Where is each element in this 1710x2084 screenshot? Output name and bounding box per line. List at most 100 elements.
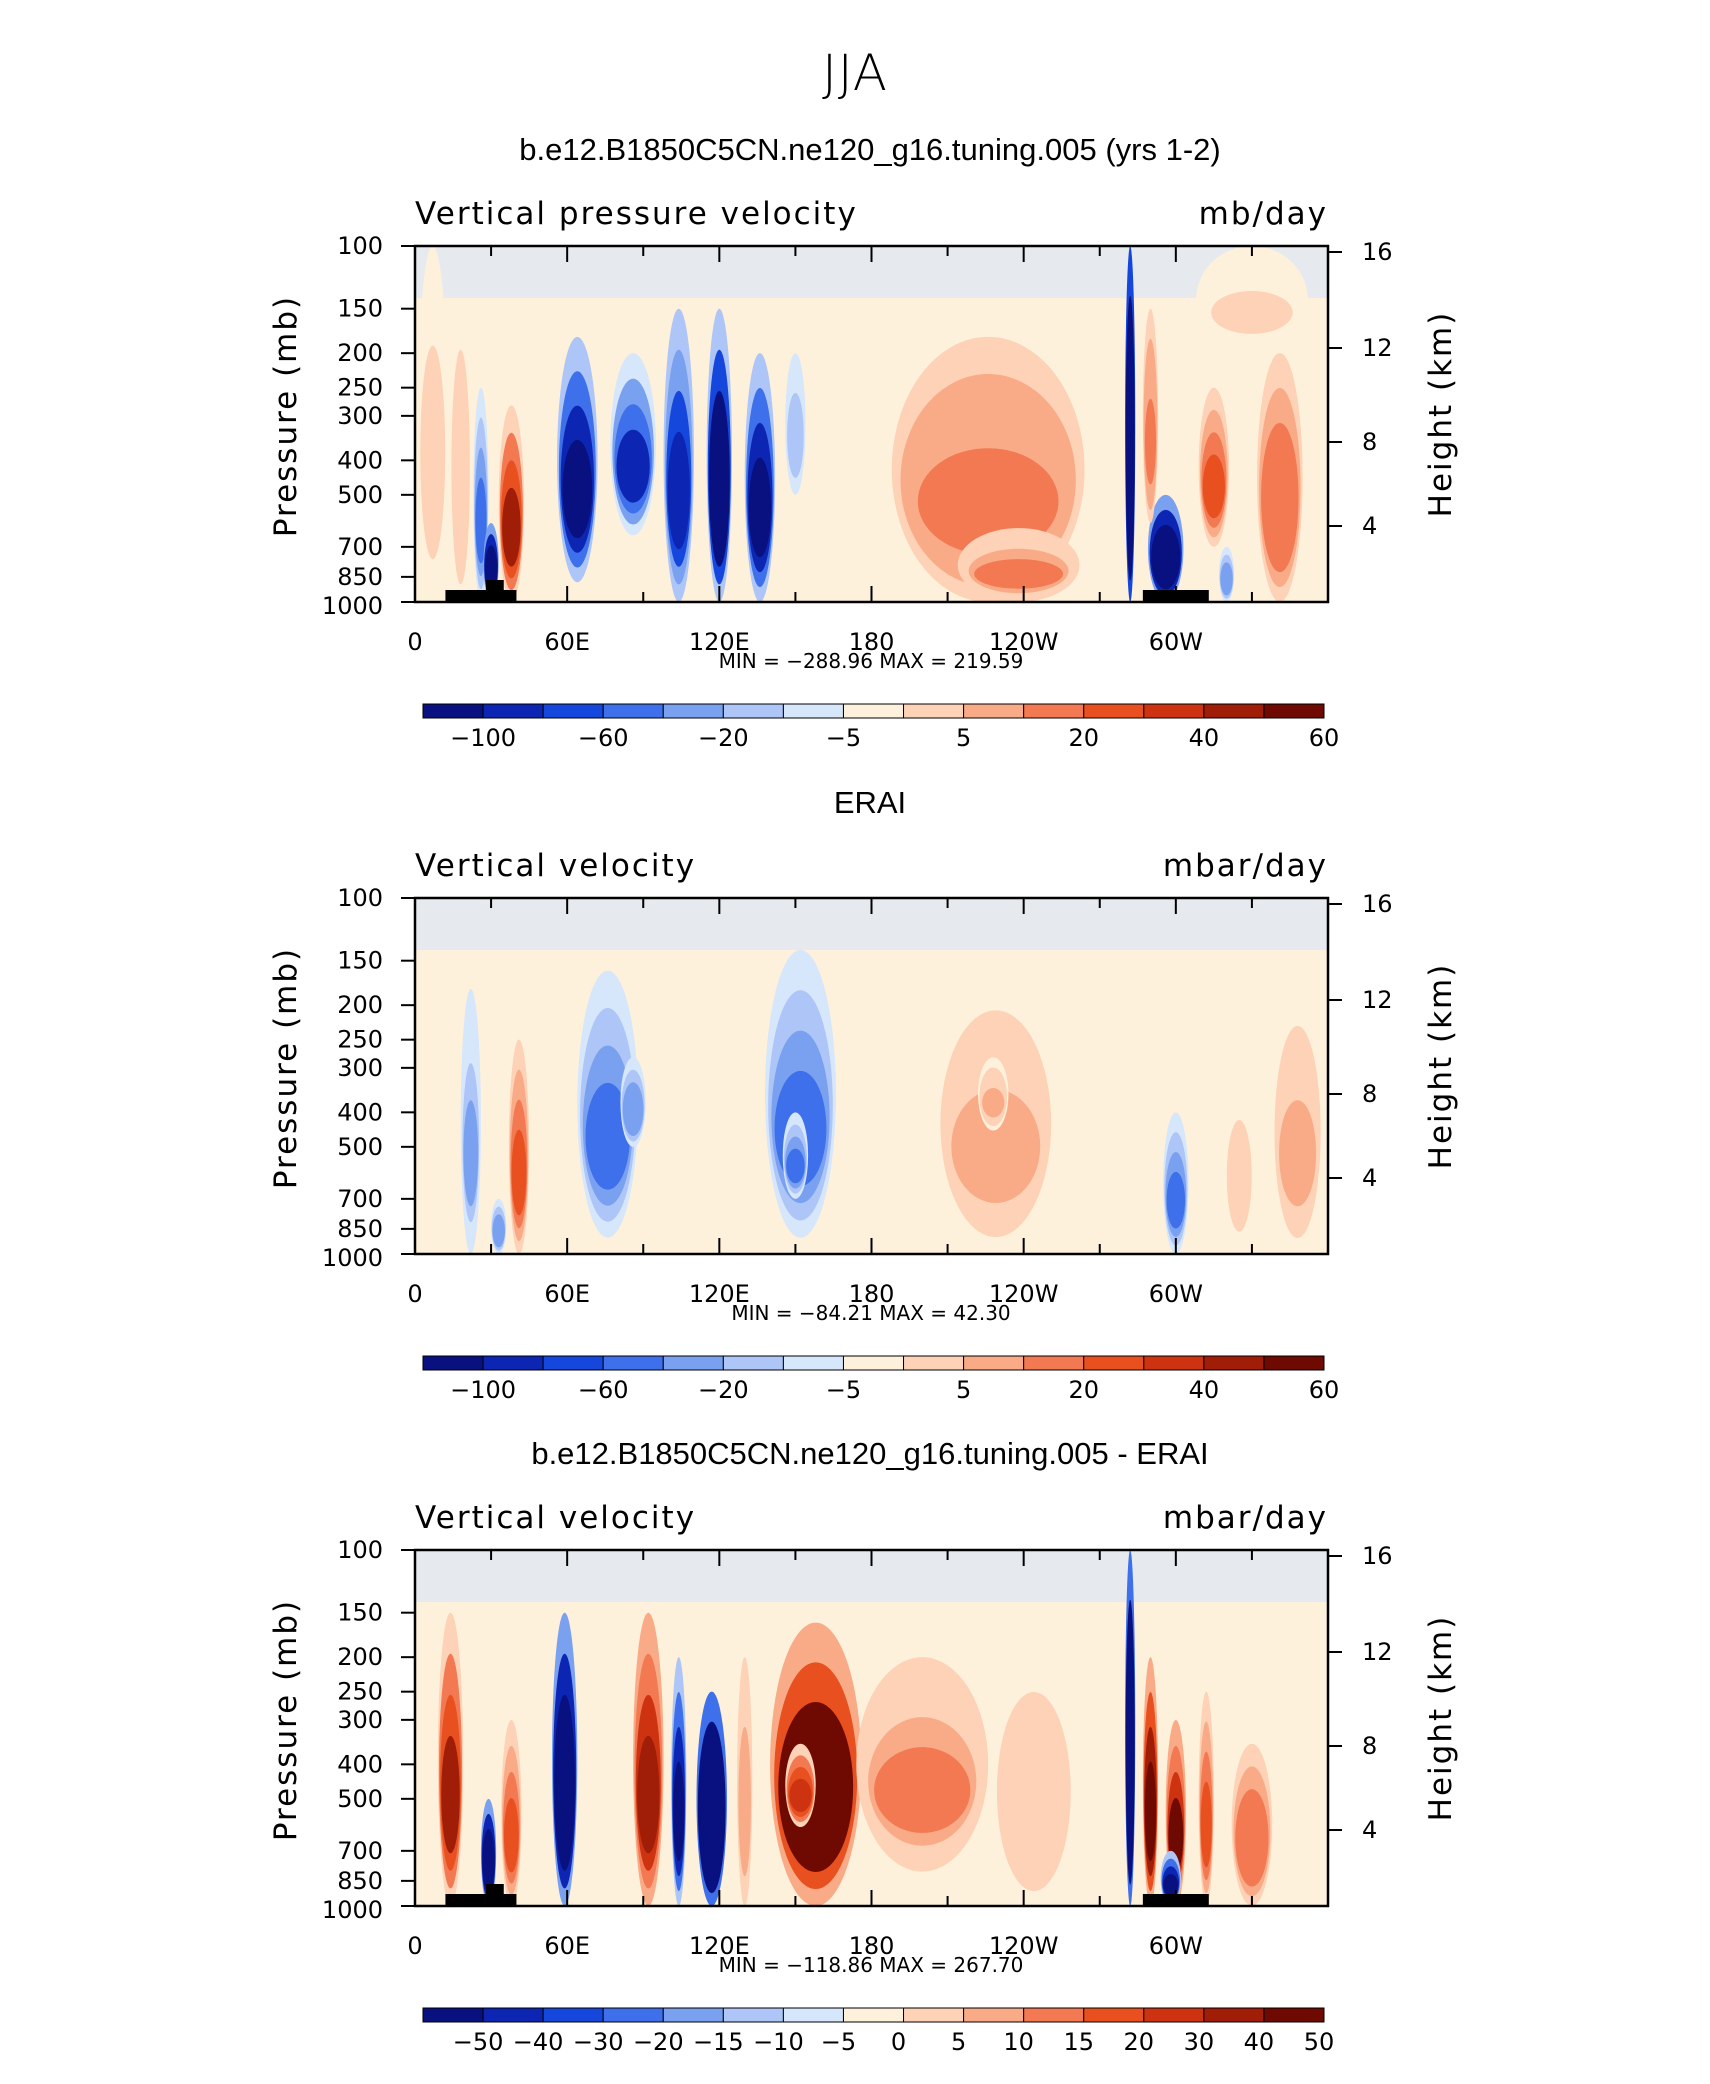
pressure-tick-label: 400 xyxy=(337,1750,383,1778)
height-axis-title: Height (km) xyxy=(1423,963,1459,1170)
colorbar-label: −5 xyxy=(826,1376,861,1404)
colorbar-label: 20 xyxy=(1068,1376,1099,1404)
pressure-tick-label: 100 xyxy=(337,1536,383,1564)
lon-tick-label: 60W xyxy=(1149,628,1203,656)
lon-tick-label: 60E xyxy=(544,1932,590,1960)
contour-cell xyxy=(710,431,729,550)
field-background xyxy=(415,246,1328,602)
contour-cell xyxy=(788,412,803,470)
topography-americas xyxy=(1142,1894,1209,1906)
panel-2-chart: Vertical velocity mbar/day100150200250300… xyxy=(268,848,1459,1404)
units-label: mbar/day xyxy=(1163,848,1328,884)
colorbar-box xyxy=(1143,2007,1205,2023)
pressure-tick-label: 850 xyxy=(337,1215,383,1243)
colorbar-box xyxy=(842,1355,905,1371)
colorbar-box xyxy=(482,703,544,719)
contour-cell xyxy=(1211,291,1293,334)
lon-tick-label: 120E xyxy=(689,1280,750,1308)
pressure-tick-label: 850 xyxy=(337,1867,383,1895)
height-tick-label: 16 xyxy=(1362,238,1393,266)
colorbar-label: 50 xyxy=(1304,2028,1335,2056)
colorbar-label: 40 xyxy=(1189,724,1220,752)
contour-cell xyxy=(562,439,593,539)
colorbar-box xyxy=(1203,1355,1265,1371)
height-tick-label: 16 xyxy=(1362,890,1393,918)
colorbar-box xyxy=(842,703,905,719)
colorbar-box xyxy=(722,2007,784,2023)
lon-tick-label: 180 xyxy=(849,1932,895,1960)
colorbar-box xyxy=(1023,2007,1085,2023)
panel-1-title: b.e12.B1850C5CN.ne120_g16.tuning.005 (yr… xyxy=(519,132,1221,167)
variable-label: Vertical velocity xyxy=(415,848,696,884)
colorbar-box xyxy=(903,703,965,719)
units-label: mb/day xyxy=(1199,196,1328,232)
contour-cell xyxy=(485,556,497,588)
lon-tick-label: 0 xyxy=(407,1932,422,1960)
colorbar-label: −10 xyxy=(753,2028,804,2056)
colorbar-box xyxy=(482,1355,544,1371)
colorbar-box xyxy=(542,2007,604,2023)
contour-cell xyxy=(748,457,772,558)
colorbar-label: 0 xyxy=(891,2028,906,2056)
colorbar-label: −15 xyxy=(693,2028,744,2056)
pressure-tick-label: 250 xyxy=(337,1678,383,1706)
colorbar-label: 10 xyxy=(1003,2028,1034,2056)
colorbar-box xyxy=(782,703,844,719)
contour-cell xyxy=(786,1148,805,1184)
colorbar-box xyxy=(782,1355,844,1371)
lon-tick-label: 120W xyxy=(989,1280,1059,1308)
colorbar-label: −20 xyxy=(698,724,749,752)
colorbar-label: −60 xyxy=(578,1376,629,1404)
colorbar-box xyxy=(1083,1355,1145,1371)
lon-tick-label: 60E xyxy=(544,628,590,656)
colorbar-box xyxy=(963,1355,1025,1371)
contour-cell xyxy=(700,1781,723,1868)
pressure-axis-title: Pressure (mb) xyxy=(268,1599,304,1841)
colorbar-label: −100 xyxy=(450,724,516,752)
height-tick-label: 16 xyxy=(1362,1542,1393,1570)
pressure-tick-label: 250 xyxy=(337,374,383,402)
colorbar-label: 20 xyxy=(1124,2028,1155,2056)
pressure-tick-label: 400 xyxy=(337,446,383,474)
pressure-tick-label: 1000 xyxy=(322,1896,383,1924)
colorbar-box xyxy=(602,1355,664,1371)
height-tick-label: 12 xyxy=(1362,986,1393,1014)
pressure-tick-label: 700 xyxy=(337,1185,383,1213)
panel-2-title: ERAI xyxy=(833,785,907,820)
contour-cell xyxy=(1126,1699,1134,1842)
pressure-tick-label: 500 xyxy=(337,1785,383,1813)
colorbar-label: 60 xyxy=(1309,724,1340,752)
contour-cell xyxy=(441,1735,460,1854)
contour-cell xyxy=(1228,1146,1251,1221)
contour-cell xyxy=(874,1747,971,1833)
colorbar-box xyxy=(1143,703,1205,719)
pressure-tick-label: 1000 xyxy=(322,592,383,620)
lon-tick-label: 120E xyxy=(689,1932,750,1960)
lon-tick-label: 120E xyxy=(689,628,750,656)
colorbar-label: −50 xyxy=(453,2028,504,2056)
lon-tick-label: 120W xyxy=(989,1932,1059,1960)
contour-cell xyxy=(1237,1811,1267,1877)
contour-cell xyxy=(453,431,469,550)
colorbar-label: −100 xyxy=(450,1376,516,1404)
contour-cell xyxy=(1144,398,1157,485)
pressure-axis-title: Pressure (mb) xyxy=(268,947,304,1189)
contour-cell xyxy=(1152,539,1179,583)
topography-highland xyxy=(486,580,504,602)
colorbar-box xyxy=(1203,2007,1265,2023)
height-tick-label: 12 xyxy=(1362,334,1393,362)
colorbar-box xyxy=(963,703,1025,719)
colorbar-box xyxy=(662,1355,724,1371)
lon-tick-label: 180 xyxy=(849,628,895,656)
colorbar-box xyxy=(662,2007,724,2023)
pressure-tick-label: 150 xyxy=(337,295,383,323)
colorbar-box xyxy=(1263,1355,1325,1371)
height-tick-label: 8 xyxy=(1362,428,1377,456)
height-tick-label: 8 xyxy=(1362,1732,1377,1760)
colorbar-label: 5 xyxy=(956,724,971,752)
contour-cell xyxy=(1004,1761,1064,1862)
min-max-stats: MIN = −288.96 MAX = 219.59 xyxy=(719,649,1024,673)
contour-cell xyxy=(616,429,650,503)
colorbar-box xyxy=(1083,2007,1145,2023)
colorbar-box xyxy=(1023,1355,1085,1371)
